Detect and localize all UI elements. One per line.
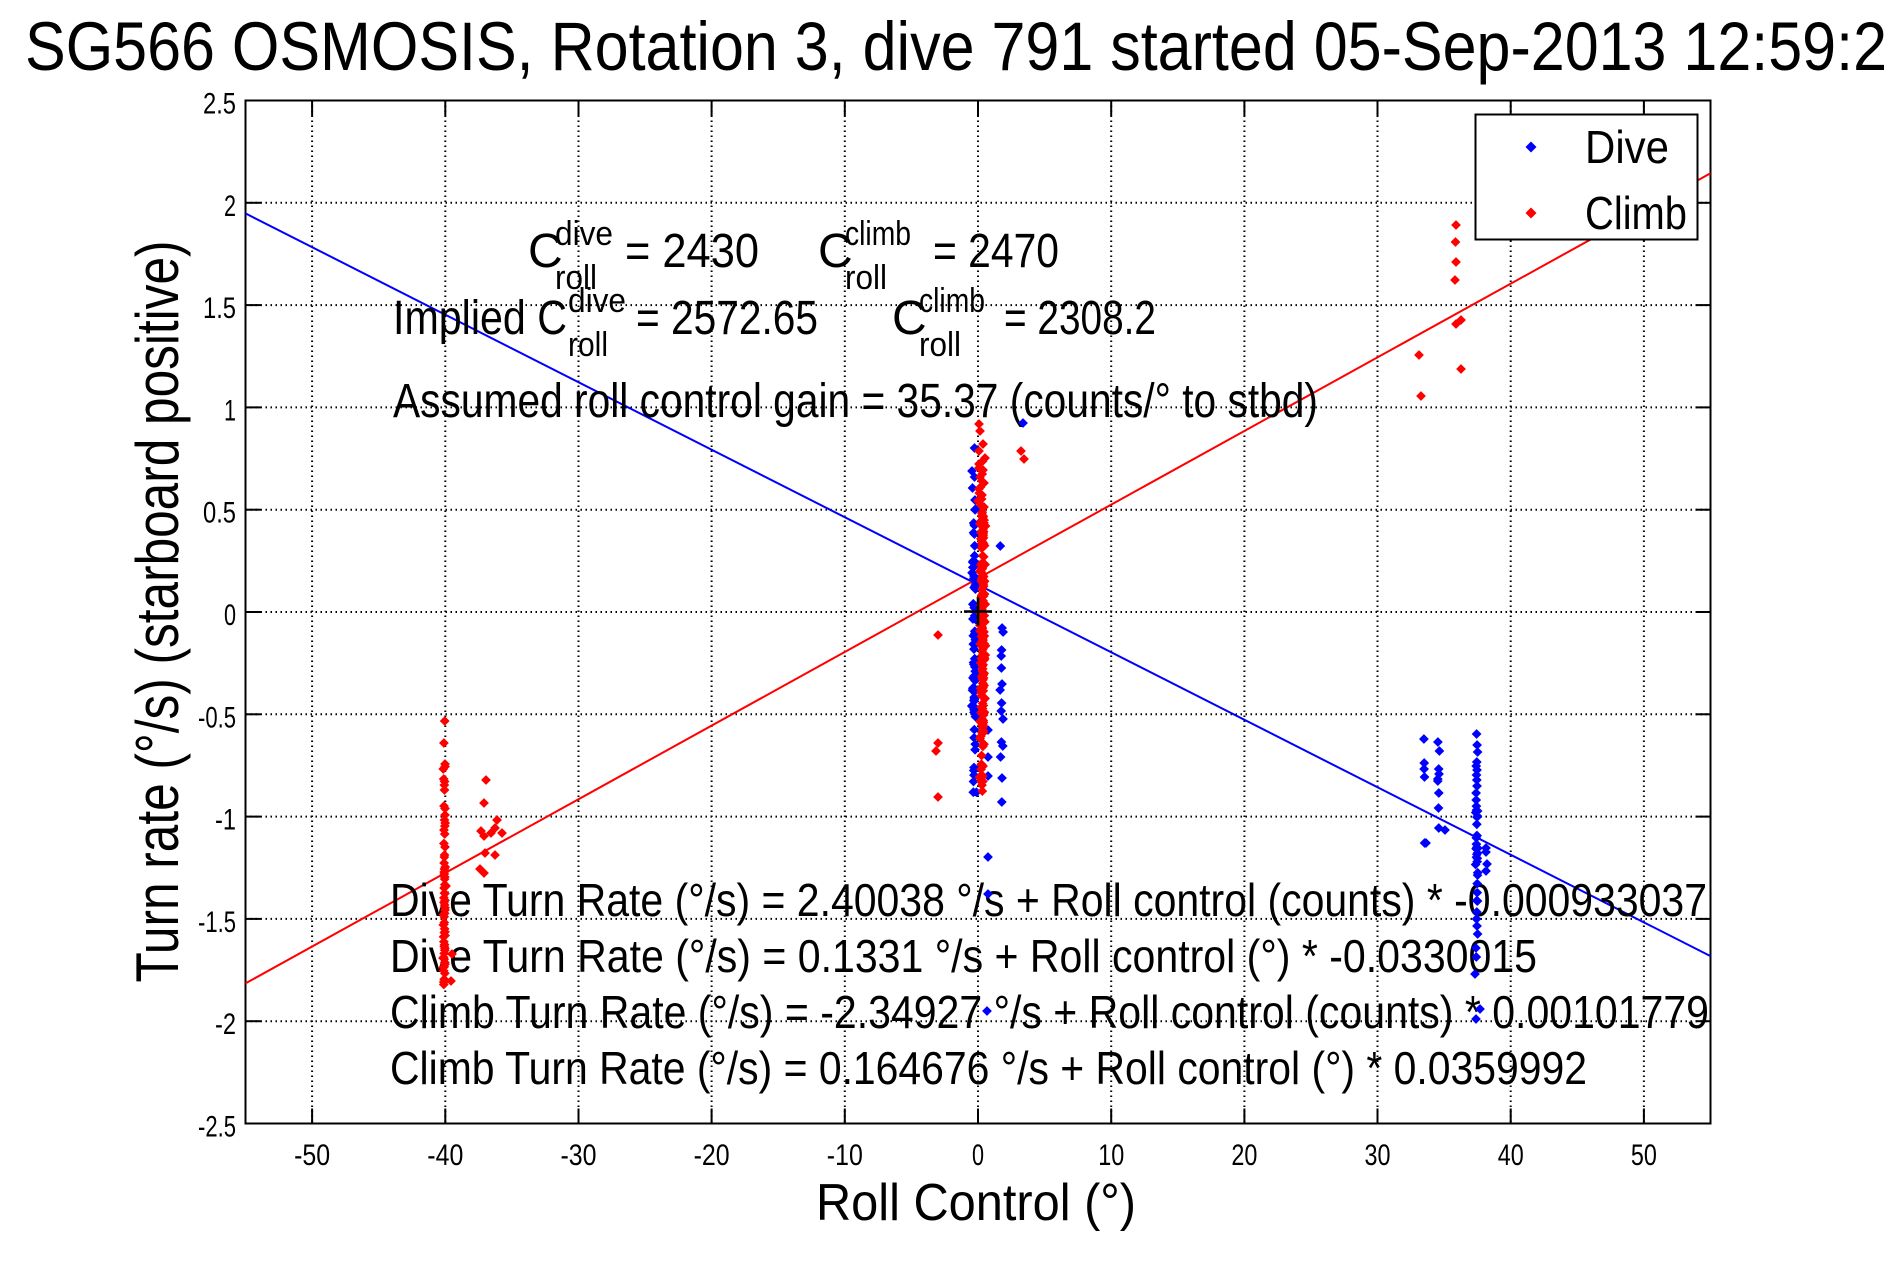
svg-text:C: C: [818, 225, 853, 278]
svg-text:Implied C: Implied C: [393, 292, 567, 345]
svg-text:dive: dive: [568, 282, 626, 320]
svg-text:C: C: [892, 292, 927, 345]
svg-text:30: 30: [1365, 1139, 1391, 1172]
svg-text:0: 0: [972, 1139, 984, 1172]
svg-text:20: 20: [1231, 1139, 1257, 1172]
svg-text:2: 2: [224, 190, 236, 223]
svg-text:-0.5: -0.5: [198, 701, 236, 734]
svg-text:Roll Control (°): Roll Control (°): [816, 1174, 1136, 1232]
svg-text:roll: roll: [555, 259, 597, 297]
svg-text:Assumed roll control gain = 35: Assumed roll control gain = 35.37 (count…: [393, 375, 1318, 428]
svg-text:-20: -20: [694, 1139, 730, 1172]
svg-text:2.5: 2.5: [203, 88, 236, 121]
svg-text:Climb Turn Rate (°/s) = 0.1646: Climb Turn Rate (°/s) = 0.164676 °/s + R…: [390, 1042, 1587, 1094]
svg-text:50: 50: [1631, 1139, 1657, 1172]
svg-text:roll: roll: [568, 326, 608, 364]
svg-text:roll: roll: [845, 259, 887, 297]
svg-text:-2: -2: [215, 1008, 236, 1041]
svg-text:Dive Turn Rate (°/s) = 2.40038: Dive Turn Rate (°/s) = 2.40038 °/s + Rol…: [390, 874, 1707, 926]
svg-text:roll: roll: [919, 326, 961, 364]
svg-text:-2.5: -2.5: [198, 1111, 236, 1144]
svg-text:Dive: Dive: [1585, 121, 1669, 173]
svg-text:SG566 OSMOSIS, Rotation 3, div: SG566 OSMOSIS, Rotation 3, dive 791 star…: [25, 8, 1887, 85]
svg-text:climb: climb: [919, 282, 985, 320]
svg-text:Climb: Climb: [1585, 187, 1687, 239]
svg-text:-40: -40: [427, 1139, 463, 1172]
svg-text:C: C: [528, 225, 563, 278]
svg-text:dive: dive: [555, 215, 613, 253]
svg-text:Climb Turn Rate (°/s) = -2.349: Climb Turn Rate (°/s) = -2.34927 °/s + R…: [390, 986, 1709, 1038]
svg-text:40: 40: [1498, 1139, 1524, 1172]
svg-text:= 2572.65: = 2572.65: [636, 292, 818, 345]
svg-text:Dive Turn Rate (°/s) = 0.1331: Dive Turn Rate (°/s) = 0.1331 °/s + Roll…: [390, 930, 1537, 982]
svg-text:= 2470: = 2470: [933, 225, 1059, 278]
svg-text:Turn rate (°/s) (starboard pos: Turn rate (°/s) (starboard positive): [124, 241, 191, 983]
svg-text:-1.5: -1.5: [198, 906, 236, 939]
svg-text:-30: -30: [561, 1139, 597, 1172]
svg-text:1: 1: [224, 394, 236, 427]
svg-text:10: 10: [1098, 1139, 1124, 1172]
svg-text:0: 0: [224, 599, 236, 632]
svg-text:-50: -50: [294, 1139, 330, 1172]
svg-text:= 2308.2: = 2308.2: [1004, 292, 1156, 345]
svg-text:climb: climb: [845, 215, 911, 253]
svg-text:0.5: 0.5: [203, 497, 236, 530]
svg-text:-1: -1: [215, 804, 236, 837]
svg-text:1.5: 1.5: [203, 292, 236, 325]
svg-text:= 2430: = 2430: [625, 225, 759, 278]
svg-text:-10: -10: [827, 1139, 863, 1172]
